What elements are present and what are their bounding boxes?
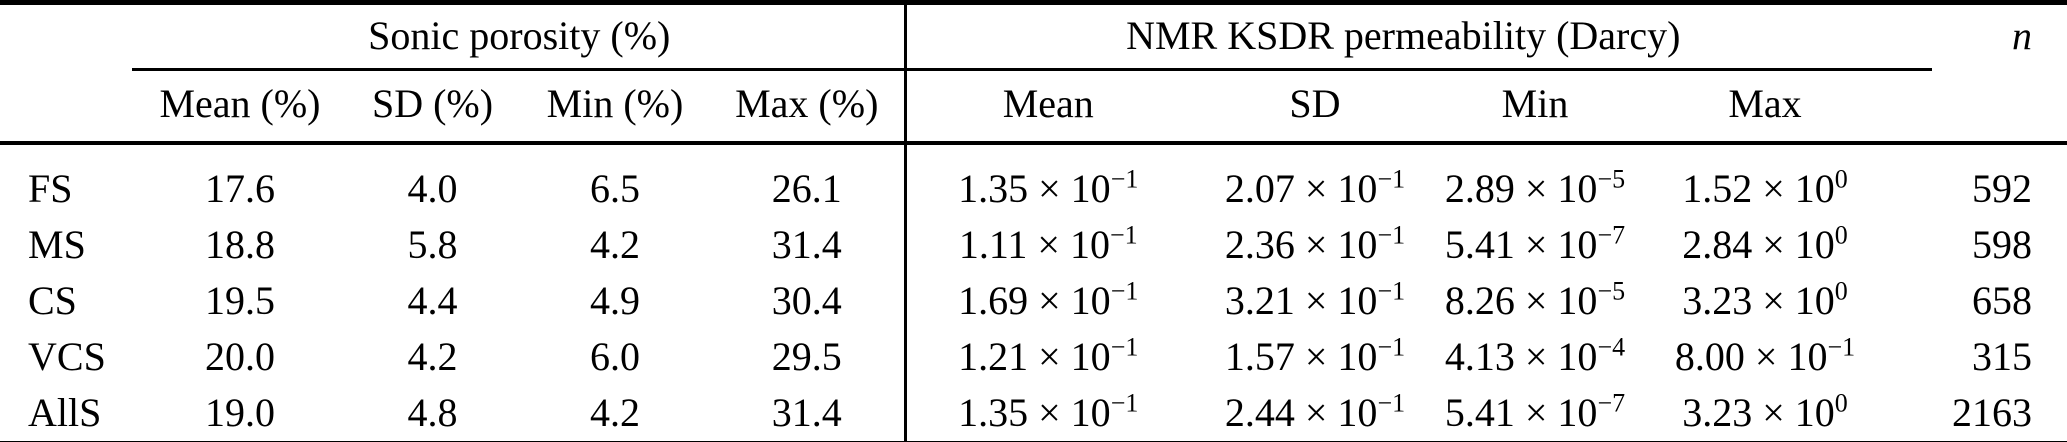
sonic-value-cell: 19.5	[205, 277, 275, 323]
nmr-value-cell: 2.36 × 10−1	[1224, 220, 1406, 267]
nmr-value-cell: 1.11 × 10−1	[903, 216, 1190, 273]
sub-header-nmr-sd: SD	[1190, 67, 1440, 145]
nmr-value-cell: 2.89 × 10−5	[1444, 164, 1626, 211]
count-cell: 658	[1972, 277, 2033, 323]
sonic-value-cell: 20.0	[205, 333, 275, 379]
nmr-value-cell: 3.23 × 100	[1682, 276, 1848, 323]
count-cell: 2163	[1952, 389, 2033, 435]
table-row: CS 19.5 4.4 4.9 30.4 1.69 × 10−1 3.21 × 10−1 8.…	[0, 272, 2067, 329]
sonic-value-cell: 4.2	[590, 221, 640, 267]
group-header-nmr: NMR KSDR permeability (Darcy)	[903, 2, 1901, 68]
exponent: −5	[1597, 164, 1626, 194]
row-label: AllS	[28, 389, 102, 435]
group-header-sonic: Sonic porosity (%)	[368, 13, 671, 59]
sonic-value-cell: 26.1	[771, 165, 842, 211]
count-cell: 598	[1972, 221, 2033, 267]
sonic-value-cell: 4.8	[407, 389, 458, 435]
row-label: MS	[28, 221, 86, 267]
exponent: −7	[1597, 388, 1626, 418]
exponent: 0	[1834, 164, 1848, 194]
exponent: −1	[1377, 332, 1406, 362]
sub-header-sonic-mean: Mean (%)	[135, 67, 345, 145]
table-row: MS 18.8 5.8 4.2 31.4 1.11 × 10−1 2.36 × 10−1 5.…	[0, 216, 2067, 273]
sonic-value-cell: 30.4	[771, 277, 842, 323]
sub-header-sonic-max: Max (%)	[710, 67, 905, 145]
sonic-value-cell: 4.9	[590, 277, 640, 323]
nmr-value-cell: 3.23 × 100	[1682, 388, 1848, 435]
nmr-value-cell: 1.21 × 10−1	[903, 328, 1190, 385]
corner-cell	[0, 67, 135, 145]
sub-header-nmr-mean: Mean	[903, 67, 1190, 145]
corner-cell	[0, 3, 135, 68]
sonic-value-cell: 4.0	[407, 165, 458, 211]
sonic-value-cell: 5.8	[407, 221, 458, 267]
exponent: −1	[1377, 164, 1406, 194]
nmr-value-cell: 1.35 × 10−1	[903, 142, 1190, 217]
exponent: −1	[1109, 220, 1138, 250]
nmr-value-cell: 2.84 × 100	[1682, 220, 1848, 267]
group-header-row: Sonic porosity (%) NMR KSDR permeability…	[0, 2, 2067, 68]
sonic-value-cell: 19.0	[205, 389, 275, 435]
nmr-value-cell: 1.52 × 100	[1682, 164, 1848, 211]
nmr-value-cell: 1.69 × 10−1	[903, 272, 1190, 329]
table-body: FS 17.6 4.0 6.5 26.1 1.35 × 10−1 2.07 × 10−1 2.…	[0, 142, 2067, 442]
sonic-value-cell: 17.6	[205, 165, 275, 211]
exponent: 0	[1834, 388, 1848, 418]
exponent: −1	[1110, 276, 1139, 306]
exponent: 0	[1834, 276, 1848, 306]
sonic-value-cell: 4.4	[407, 277, 458, 323]
nmr-value-cell: 1.57 × 10−1	[1224, 332, 1406, 379]
sonic-value-cell: 31.4	[771, 221, 842, 267]
sonic-value-cell: 29.5	[771, 333, 842, 379]
nmr-value-cell: 5.41 × 10−7	[1444, 220, 1626, 267]
sonic-value-cell: 6.0	[590, 333, 640, 379]
sub-header-nmr-min: Min	[1440, 67, 1630, 145]
exponent: −1	[1110, 388, 1139, 418]
nmr-value-cell: 2.44 × 10−1	[1224, 388, 1406, 435]
sonic-value-cell: 4.2	[407, 333, 458, 379]
sonic-value-cell: 18.8	[205, 221, 275, 267]
exponent: −1	[1827, 332, 1856, 362]
sonic-value-cell: 31.4	[771, 389, 842, 435]
nmr-value-cell: 1.35 × 10−1	[903, 384, 1190, 442]
header-group-rule	[132, 68, 1932, 71]
nmr-value-cell: 3.21 × 10−1	[1224, 276, 1406, 323]
exponent: −4	[1597, 332, 1626, 362]
table-row: AllS 19.0 4.8 4.2 31.4 1.35 × 10−1 2.44 × 10−1…	[0, 384, 2067, 442]
table-row: VCS 20.0 4.2 6.0 29.5 1.21 × 10−1 1.57 × 10−1 4…	[0, 328, 2067, 385]
exponent: −1	[1377, 220, 1406, 250]
exponent: −1	[1110, 164, 1139, 194]
nmr-value-cell: 4.13 × 10−4	[1444, 332, 1626, 379]
row-label: CS	[28, 277, 77, 323]
nmr-value-cell: 8.00 × 10−1	[1674, 332, 1856, 379]
count-cell: 315	[1972, 333, 2033, 379]
exponent: −1	[1377, 388, 1406, 418]
exponent: −1	[1377, 276, 1406, 306]
nmr-value-cell: 5.41 × 10−7	[1444, 388, 1626, 435]
exponent: −1	[1110, 332, 1139, 362]
empty-cell	[1900, 67, 2067, 145]
sonic-value-cell: 4.2	[590, 389, 640, 435]
sub-header-sonic-min: Min (%)	[520, 67, 710, 145]
sonic-value-cell: 6.5	[590, 165, 640, 211]
exponent: −7	[1597, 220, 1626, 250]
sub-header-row: Mean (%) SD (%) Min (%) Max (%) Mean SD …	[0, 67, 2067, 145]
table-row: FS 17.6 4.0 6.5 26.1 1.35 × 10−1 2.07 × 10−1 2.…	[0, 142, 2067, 217]
sub-header-sonic-sd: SD (%)	[345, 67, 520, 145]
exponent: 0	[1834, 220, 1848, 250]
row-label: VCS	[28, 333, 106, 379]
nmr-value-cell: 2.07 × 10−1	[1224, 164, 1406, 211]
count-cell: 592	[1972, 165, 2033, 211]
nmr-value-cell: 8.26 × 10−5	[1444, 276, 1626, 323]
sub-header-nmr-max: Max	[1630, 67, 1901, 145]
exponent: −5	[1597, 276, 1626, 306]
group-header-n: n	[2012, 13, 2033, 59]
row-label: FS	[28, 165, 73, 211]
